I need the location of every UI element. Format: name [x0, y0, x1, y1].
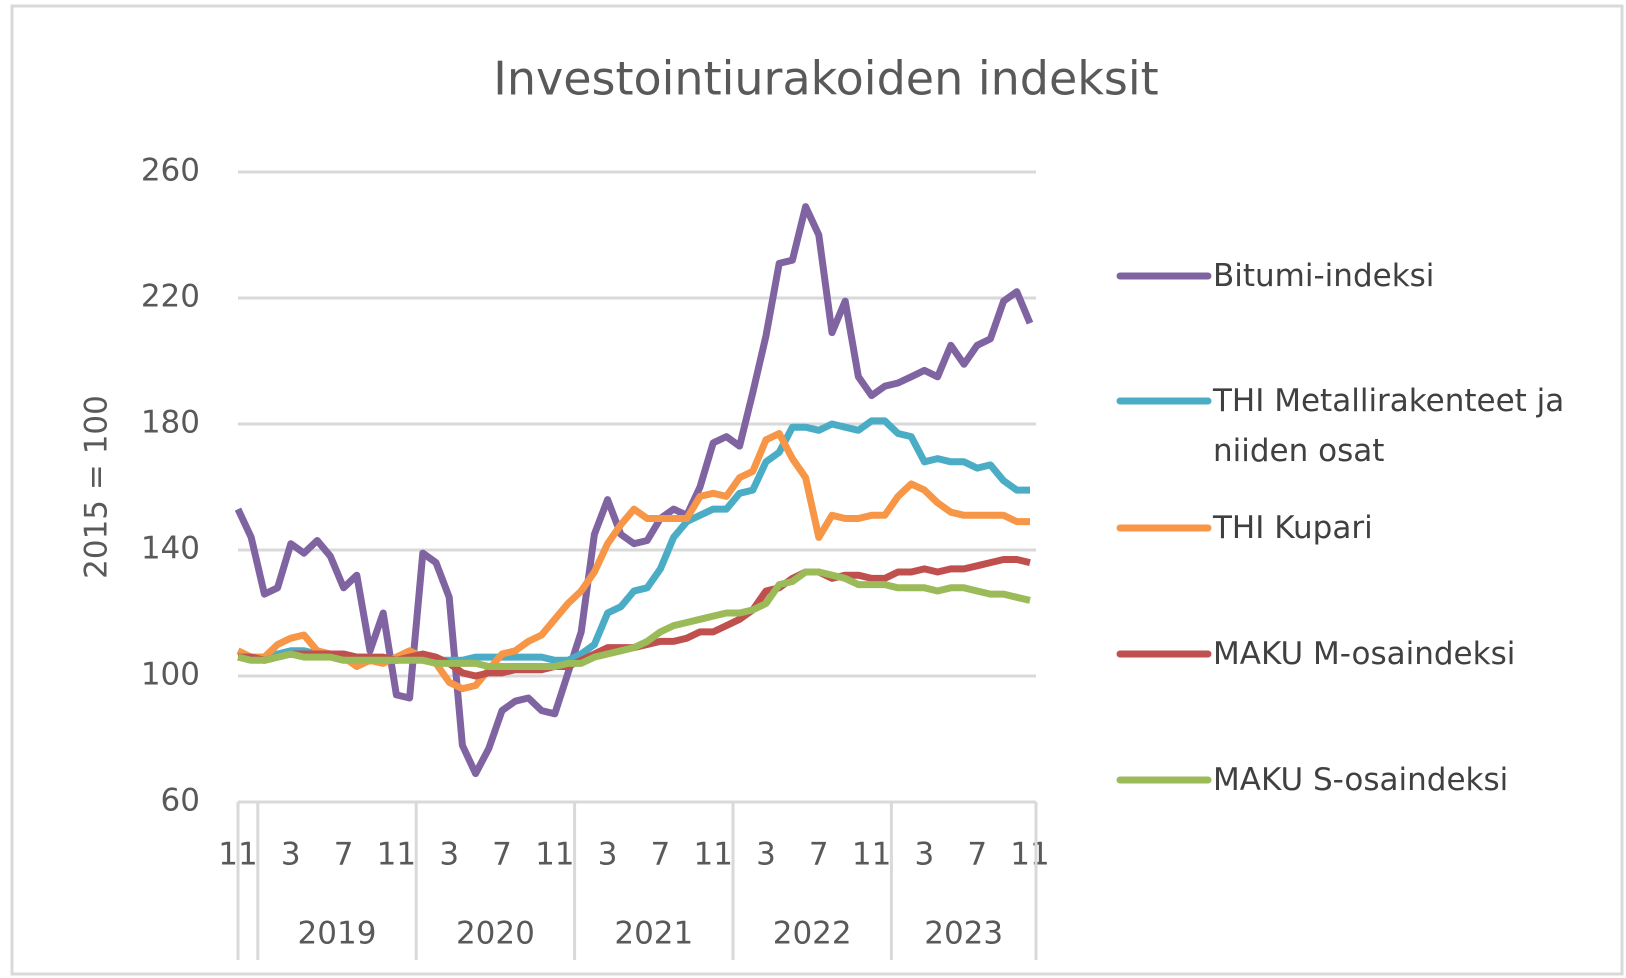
- chart-frame: [10, 4, 1624, 976]
- series-line: [237, 568, 1031, 670]
- y-tick-label: 100: [141, 657, 200, 693]
- x-tick-label: 3: [281, 837, 301, 873]
- series-line: [234, 203, 1034, 778]
- x-tick-label: 3: [915, 837, 935, 873]
- x-tick-label: 7: [967, 837, 987, 873]
- x-tick-label: 7: [651, 837, 671, 873]
- y-axis-label: 2015 = 100: [79, 395, 115, 579]
- x-tick-label: 7: [492, 837, 512, 873]
- x-tick-label: 11: [535, 837, 574, 873]
- y-tick-label: 220: [141, 279, 200, 315]
- y-tick-label: 180: [141, 405, 200, 441]
- x-tick-label: 7: [334, 837, 354, 873]
- legend-label: MAKU S-osaindeksi: [1213, 762, 1509, 798]
- x-group-label: 2019: [298, 916, 377, 952]
- x-group-label: 2021: [614, 916, 693, 952]
- x-tick-label: 11: [1010, 837, 1049, 873]
- legend-label: THI Metallirakenteet ja niiden osat: [1213, 383, 1565, 469]
- x-tick-label: 3: [756, 837, 776, 873]
- x-tick-label: 11: [693, 837, 732, 873]
- y-tick-label: 260: [141, 153, 200, 189]
- chart-title: Investointiurakoiden indeksit: [493, 52, 1158, 106]
- x-tick-label: 11: [377, 837, 416, 873]
- legend-label: MAKU M-osaindeksi: [1213, 636, 1516, 672]
- y-tick-label: 140: [141, 531, 200, 567]
- x-tick-label: 3: [439, 837, 459, 873]
- x-group-label: 2020: [456, 916, 535, 952]
- x-group-label: 2022: [773, 916, 852, 952]
- x-tick-label: 7: [809, 837, 829, 873]
- legend-label: THI Kupari: [1213, 510, 1373, 546]
- x-tick-label: 3: [598, 837, 618, 873]
- x-tick-label: 11: [852, 837, 891, 873]
- legend-label: Bitumi-indeksi: [1213, 258, 1435, 294]
- x-tick-label: 11: [218, 837, 257, 873]
- x-group-label: 2023: [924, 916, 1003, 952]
- y-tick-label: 60: [161, 783, 200, 819]
